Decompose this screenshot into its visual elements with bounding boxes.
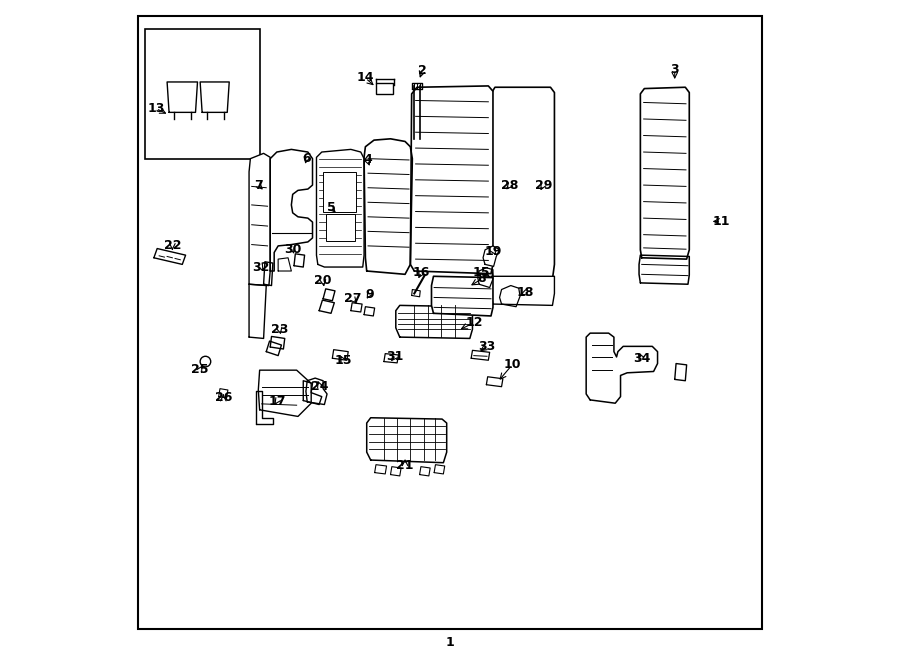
Text: 30: 30: [284, 243, 302, 256]
Polygon shape: [396, 305, 472, 338]
Text: 17: 17: [268, 395, 285, 408]
Text: 26: 26: [214, 391, 232, 405]
Text: 27: 27: [344, 292, 362, 305]
Text: 21: 21: [396, 459, 414, 472]
Text: 7: 7: [254, 178, 263, 192]
Text: 16: 16: [413, 266, 430, 279]
Polygon shape: [491, 276, 554, 305]
Text: 20: 20: [314, 274, 332, 288]
Text: 10: 10: [503, 358, 521, 371]
Polygon shape: [258, 370, 311, 416]
Text: 22: 22: [164, 239, 181, 253]
Text: 11: 11: [712, 215, 730, 228]
Polygon shape: [491, 87, 554, 279]
Polygon shape: [586, 333, 658, 403]
Text: 8: 8: [477, 272, 486, 286]
Polygon shape: [410, 86, 493, 274]
Text: 34: 34: [633, 352, 651, 366]
Polygon shape: [249, 153, 270, 286]
Text: 3: 3: [670, 63, 680, 76]
Text: 9: 9: [365, 288, 374, 301]
Text: 13: 13: [148, 102, 165, 115]
Bar: [323, 172, 356, 212]
Polygon shape: [270, 149, 312, 271]
Text: 19: 19: [485, 245, 502, 258]
Bar: [326, 214, 355, 241]
Text: 29: 29: [535, 178, 552, 192]
Circle shape: [200, 356, 211, 367]
Polygon shape: [364, 139, 412, 274]
Polygon shape: [317, 149, 364, 267]
Text: 31: 31: [386, 350, 403, 364]
Bar: [145, 29, 260, 159]
Polygon shape: [641, 87, 689, 259]
Text: 15: 15: [473, 266, 491, 279]
Text: 4: 4: [363, 153, 372, 167]
Polygon shape: [639, 255, 689, 284]
Text: 28: 28: [501, 178, 518, 192]
Text: 15: 15: [334, 354, 352, 367]
Text: 1: 1: [446, 636, 454, 649]
Text: 12: 12: [465, 316, 483, 329]
Polygon shape: [431, 276, 493, 316]
Text: 24: 24: [311, 379, 328, 393]
Polygon shape: [483, 246, 500, 266]
Text: 33: 33: [479, 340, 496, 353]
Text: 18: 18: [517, 286, 534, 299]
Polygon shape: [366, 418, 446, 463]
Text: 32: 32: [252, 260, 270, 274]
Text: 14: 14: [356, 71, 374, 85]
Text: 6: 6: [302, 152, 310, 165]
Bar: [376, 83, 393, 94]
Text: 23: 23: [271, 323, 288, 336]
Text: 25: 25: [192, 363, 209, 376]
Text: 2: 2: [418, 64, 427, 77]
Text: 5: 5: [327, 201, 336, 214]
